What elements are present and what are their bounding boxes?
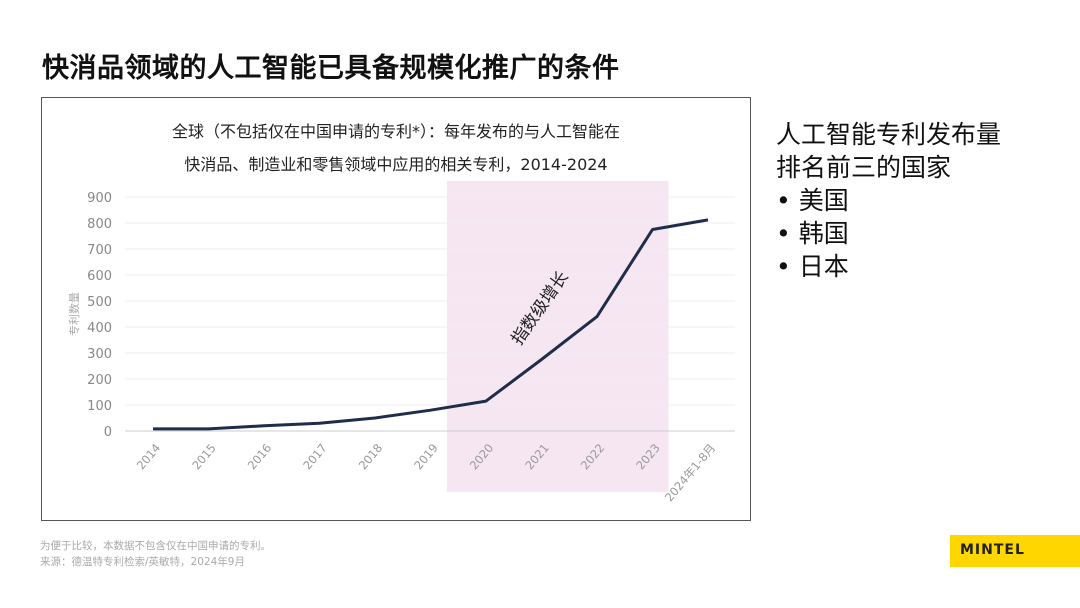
y-tick-label: 300 xyxy=(87,347,112,362)
footnote: 为便于比较，本数据不包含仅在中国申请的专利。 xyxy=(40,540,271,552)
y-tick-label: 900 xyxy=(87,191,112,206)
x-tick-label: 2024年1-8月 xyxy=(662,441,718,504)
side-heading-line2: 排名前三的国家 xyxy=(776,153,952,182)
highlight-region xyxy=(447,181,669,492)
x-tick-label: 2019 xyxy=(411,441,441,472)
country-item: • 韩国 xyxy=(776,219,849,248)
country-label: 美国 xyxy=(798,186,849,215)
x-tick-label: 2014 xyxy=(134,441,164,472)
y-tick-label: 0 xyxy=(104,425,112,440)
side-heading-line1: 人工智能专利发布量 xyxy=(776,120,1002,149)
mintel-logo: MINTEL xyxy=(950,535,1080,567)
side-panel: 人工智能专利发布量 排名前三的国家 • 美国 • 韩国 • 日本 xyxy=(776,118,1001,283)
y-tick-label: 600 xyxy=(87,269,112,284)
page-title: 快消品领域的人工智能已具备规模化推广的条件 xyxy=(42,53,620,84)
country-item: • 日本 xyxy=(776,252,849,281)
y-tick-label: 200 xyxy=(87,373,112,388)
y-tick-label: 400 xyxy=(87,321,112,336)
y-tick-label: 700 xyxy=(87,243,112,258)
x-tick-label: 2016 xyxy=(245,441,275,472)
y-tick-label: 500 xyxy=(87,295,112,310)
chart-title-line1: 全球（不包括仅在中国申请的专利*）：每年发布的与人工智能在 xyxy=(171,122,620,141)
y-axis-label: 专利数量 xyxy=(67,292,81,336)
country-item: • 美国 xyxy=(776,186,849,215)
x-tick-label: 2015 xyxy=(189,441,219,472)
x-tick-label: 2017 xyxy=(300,441,330,472)
x-tick-label: 2018 xyxy=(356,441,386,472)
country-label: 韩国 xyxy=(798,219,849,248)
source-note: 来源：德温特专利检索/英敏特，2024年9月 xyxy=(40,556,245,568)
chart-frame xyxy=(41,97,751,521)
y-tick-label: 100 xyxy=(87,399,112,414)
y-tick-label: 800 xyxy=(87,217,112,232)
chart-title-line2: 快消品、制造业和零售领域中应用的相关专利，2014-2024 xyxy=(184,155,608,174)
logo-text: MINTEL xyxy=(960,542,1025,558)
country-label: 日本 xyxy=(798,252,849,281)
